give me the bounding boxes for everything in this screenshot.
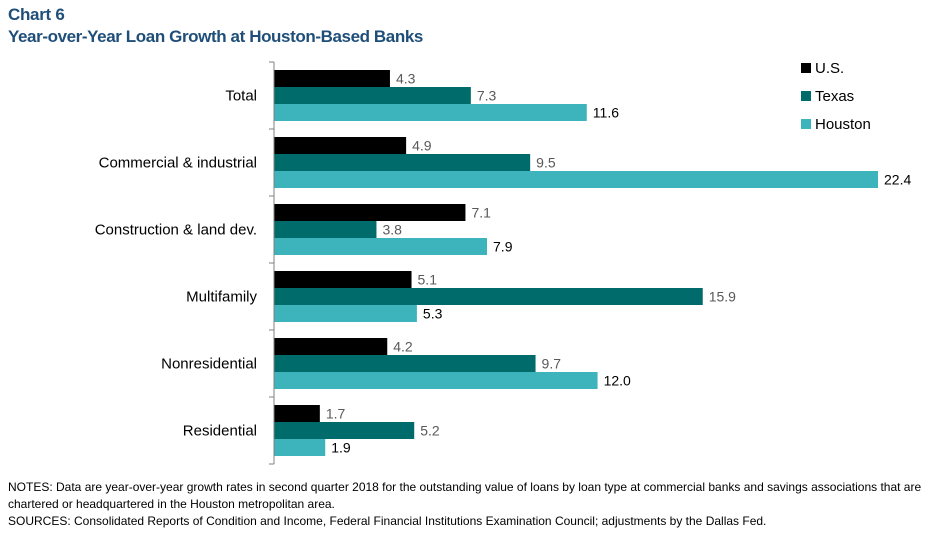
category-label-construction-land-dev: Construction & land dev.	[95, 222, 257, 239]
chart-header: Chart 6 Year-over-Year Loan Growth at Ho…	[8, 4, 423, 48]
value-label-texas-total: 7.3	[477, 88, 497, 104]
value-label-houston-commercial-industrial: 22.4	[884, 172, 911, 188]
value-label-u-s-residential: 1.7	[326, 406, 346, 422]
notes-text: NOTES: Data are year-over-year growth ra…	[8, 480, 922, 511]
legend-swatch-u-s	[801, 63, 811, 73]
value-label-houston-construction-land-dev: 7.9	[493, 239, 513, 255]
value-label-texas-multifamily: 15.9	[709, 289, 736, 305]
bar-houston-total	[274, 104, 587, 121]
chart-number: Chart 6	[8, 5, 65, 24]
bar-texas-construction-land-dev	[274, 221, 377, 238]
bar-u-s-construction-land-dev	[274, 204, 466, 221]
bars-layer	[274, 70, 878, 456]
legend-label-texas: Texas	[815, 88, 854, 105]
legend-swatch-houston	[801, 119, 811, 129]
bar-houston-multifamily	[274, 305, 417, 322]
bar-texas-multifamily	[274, 288, 703, 305]
bar-houston-commercial-industrial	[274, 171, 878, 188]
value-label-u-s-nonresidential: 4.2	[393, 339, 413, 355]
value-label-u-s-commercial-industrial: 4.9	[412, 138, 432, 154]
value-label-u-s-multifamily: 5.1	[418, 272, 438, 288]
category-label-commercial-industrial: Commercial & industrial	[99, 155, 257, 172]
bar-u-s-multifamily	[274, 271, 412, 288]
value-label-houston-residential: 1.9	[331, 440, 351, 456]
category-label-nonresidential: Nonresidential	[161, 356, 257, 373]
bar-u-s-residential	[274, 405, 320, 422]
value-label-texas-residential: 5.2	[420, 423, 440, 439]
bar-houston-nonresidential	[274, 372, 598, 389]
bar-houston-construction-land-dev	[274, 238, 488, 255]
bar-texas-nonresidential	[274, 355, 536, 372]
category-labels-layer: Total Commercial & industrial Construction…	[95, 88, 258, 440]
value-labels-layer: 4.3 7.3 11.6 4.9 9.5 22.4 7.1 3.8 7.9 5.1 15.9 5.3 4…	[326, 71, 912, 456]
bar-texas-total	[274, 87, 471, 104]
legend: U.S. Texas Houston	[801, 60, 871, 133]
value-label-u-s-construction-land-dev: 7.1	[471, 205, 491, 221]
bar-texas-commercial-industrial	[274, 154, 531, 171]
bar-u-s-nonresidential	[274, 338, 388, 355]
value-label-houston-multifamily: 5.3	[423, 306, 443, 322]
bar-u-s-commercial-industrial	[274, 137, 407, 154]
value-label-houston-total: 11.6	[593, 105, 619, 121]
category-label-total: Total	[225, 88, 257, 105]
category-axis-ticks	[269, 61, 274, 465]
value-label-texas-construction-land-dev: 3.8	[382, 222, 402, 238]
chart-notes: NOTES: Data are year-over-year growth ra…	[8, 479, 938, 530]
value-label-u-s-total: 4.3	[396, 71, 416, 87]
bar-houston-residential	[274, 439, 326, 456]
category-label-multifamily: Multifamily	[186, 289, 257, 306]
legend-swatch-texas	[801, 91, 811, 101]
legend-label-houston: Houston	[815, 116, 871, 133]
legend-label-u-s: U.S.	[815, 60, 844, 77]
bar-texas-residential	[274, 422, 415, 439]
sources-text: SOURCES: Consolidated Reports of Conditi…	[8, 514, 767, 528]
value-label-houston-nonresidential: 12.0	[604, 373, 631, 389]
category-label-residential: Residential	[183, 423, 257, 440]
value-label-texas-commercial-industrial: 9.5	[536, 155, 556, 171]
bar-u-s-total	[274, 70, 390, 87]
chart-title: Year-over-Year Loan Growth at Houston-Ba…	[8, 27, 423, 46]
value-label-texas-nonresidential: 9.7	[542, 356, 562, 372]
